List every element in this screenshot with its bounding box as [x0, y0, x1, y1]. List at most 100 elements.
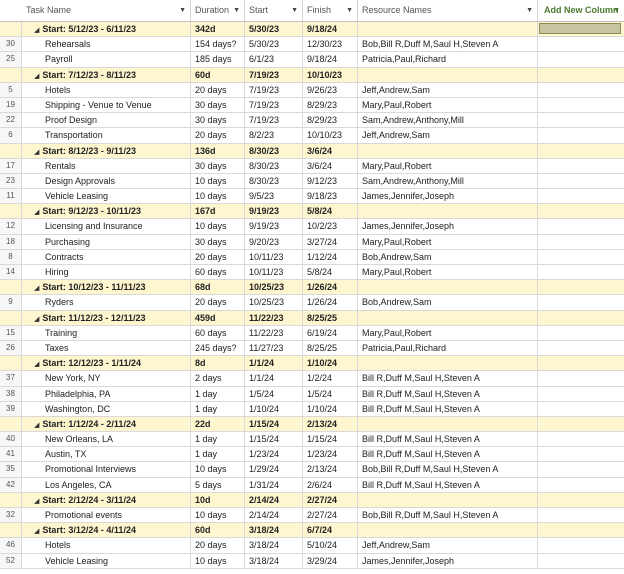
- add-new-column-cell[interactable]: [538, 326, 624, 340]
- start-cell[interactable]: 10/11/23: [245, 249, 303, 264]
- finish-cell[interactable]: 5/8/24: [303, 204, 358, 219]
- duration-cell[interactable]: 10 days: [191, 553, 245, 568]
- duration-cell[interactable]: 20 days: [191, 249, 245, 264]
- task-name-cell[interactable]: Rentals: [34, 158, 191, 173]
- add-new-column-cell[interactable]: [538, 250, 624, 264]
- group-title-cell[interactable]: ◢ Start: 3/12/24 - 4/11/24: [34, 523, 191, 538]
- task-name-cell[interactable]: Austin, TX: [34, 447, 191, 462]
- start-cell[interactable]: 8/30/23: [245, 173, 303, 189]
- resource-names-cell[interactable]: [358, 523, 538, 538]
- finish-cell[interactable]: 9/26/23: [303, 82, 358, 97]
- group-title-cell[interactable]: ◢ Start: 8/12/23 - 9/11/23: [34, 143, 191, 158]
- group-header-row[interactable]: ◢ Start: 5/12/23 - 6/11/23 342d 5/30/23 9/18…: [0, 22, 624, 38]
- duration-cell[interactable]: 60 days: [191, 265, 245, 280]
- finish-cell[interactable]: 1/15/24: [303, 432, 358, 447]
- resource-names-cell[interactable]: [358, 492, 538, 507]
- task-name-cell[interactable]: Shipping - Venue to Venue: [34, 97, 191, 113]
- add-new-column-cell[interactable]: [538, 356, 624, 370]
- duration-cell[interactable]: 1 day: [191, 386, 245, 401]
- duration-cell[interactable]: 2 days: [191, 371, 245, 386]
- start-cell[interactable]: 7/19/23: [245, 67, 303, 82]
- add-new-column-cell[interactable]: [538, 280, 624, 294]
- resource-names-cell[interactable]: [358, 143, 538, 158]
- add-new-column-cell[interactable]: [538, 235, 624, 249]
- group-header-row[interactable]: ◢ Start: 7/12/23 - 8/11/23 60d 7/19/23 10/10…: [0, 67, 624, 83]
- start-cell[interactable]: 1/23/24: [245, 447, 303, 462]
- collapse-triangle-icon[interactable]: ◢: [34, 421, 40, 429]
- duration-cell[interactable]: 245 days?: [191, 340, 245, 356]
- task-name-cell[interactable]: Design Approvals: [34, 173, 191, 189]
- add-new-column-cell[interactable]: [538, 387, 624, 401]
- column-header-duration[interactable]: Duration ▼: [191, 0, 245, 21]
- task-row[interactable]: 5 Hotels 20 days 7/19/23 9/26/23 Jeff,Andrew,…: [0, 82, 624, 98]
- task-row[interactable]: 8 Contracts 20 days 10/11/23 1/12/24 Bob,Andr…: [0, 249, 624, 265]
- finish-cell[interactable]: 8/25/25: [303, 310, 358, 325]
- finish-cell[interactable]: 3/6/24: [303, 143, 358, 158]
- duration-cell[interactable]: 20 days: [191, 82, 245, 97]
- duration-cell[interactable]: 10 days: [191, 462, 245, 477]
- chevron-down-icon[interactable]: ▼: [346, 7, 353, 14]
- column-header-add-new-column[interactable]: Add New Column ▼: [538, 0, 624, 21]
- finish-cell[interactable]: 9/18/23: [303, 189, 358, 204]
- task-name-cell[interactable]: Ryders: [34, 295, 191, 310]
- task-row[interactable]: 18 Purchasing 30 days 9/20/23 3/27/24 Mary,Pa…: [0, 234, 624, 250]
- resource-names-cell[interactable]: Bill R,Duff M,Saul H,Steven A: [358, 477, 538, 492]
- task-name-cell[interactable]: Los Angeles, CA: [34, 477, 191, 492]
- add-new-column-cell[interactable]: [538, 68, 624, 82]
- finish-cell[interactable]: 8/29/23: [303, 97, 358, 113]
- task-row[interactable]: 26 Taxes 245 days? 11/27/23 8/25/25 Patricia,…: [0, 340, 624, 357]
- start-cell[interactable]: 3/18/24: [245, 538, 303, 553]
- add-new-column-cell[interactable]: [538, 189, 624, 203]
- duration-cell[interactable]: 30 days: [191, 113, 245, 128]
- start-cell[interactable]: 9/19/23: [245, 219, 303, 234]
- collapse-triangle-icon[interactable]: ◢: [34, 72, 40, 80]
- start-cell[interactable]: 3/18/24: [245, 523, 303, 538]
- duration-cell[interactable]: 20 days: [191, 538, 245, 553]
- resource-names-cell[interactable]: James,Jennifer,Joseph: [358, 189, 538, 204]
- task-row[interactable]: 52 Vehicle Leasing 10 days 3/18/24 3/29/24 Ja…: [0, 553, 624, 569]
- duration-cell[interactable]: 185 days: [191, 52, 245, 67]
- duration-cell[interactable]: 167d: [191, 204, 245, 219]
- add-new-column-cell[interactable]: [538, 523, 624, 537]
- task-name-cell[interactable]: Vehicle Leasing: [34, 189, 191, 204]
- add-new-column-cell[interactable]: [538, 417, 624, 431]
- task-row[interactable]: 39 Washington, DC 1 day 1/10/24 1/10/24 Bill …: [0, 401, 624, 417]
- duration-cell[interactable]: 30 days: [191, 234, 245, 249]
- add-new-column-cell[interactable]: [538, 493, 624, 507]
- finish-cell[interactable]: 2/13/24: [303, 416, 358, 432]
- resource-names-cell[interactable]: Jeff,Andrew,Sam: [358, 128, 538, 143]
- task-row[interactable]: 30 Rehearsals 154 days? 5/30/23 12/30/23 Bob,…: [0, 37, 624, 53]
- chevron-down-icon[interactable]: ▼: [613, 7, 620, 14]
- duration-cell[interactable]: 22d: [191, 416, 245, 432]
- resource-names-cell[interactable]: Bill R,Duff M,Saul H,Steven A: [358, 432, 538, 447]
- resource-names-cell[interactable]: Patricia,Paul,Richard: [358, 52, 538, 67]
- duration-cell[interactable]: 1 day: [191, 401, 245, 416]
- finish-cell[interactable]: 1/10/24: [303, 356, 358, 371]
- chevron-down-icon[interactable]: ▼: [291, 7, 298, 14]
- start-cell[interactable]: 10/25/23: [245, 295, 303, 310]
- start-cell[interactable]: 1/10/24: [245, 401, 303, 416]
- start-cell[interactable]: 1/5/24: [245, 386, 303, 401]
- chevron-down-icon[interactable]: ▼: [526, 7, 533, 14]
- finish-cell[interactable]: 5/8/24: [303, 265, 358, 280]
- finish-cell[interactable]: 5/10/24: [303, 538, 358, 553]
- add-new-column-cell[interactable]: [538, 144, 624, 158]
- resource-names-cell[interactable]: Bill R,Duff M,Saul H,Steven A: [358, 371, 538, 386]
- duration-cell[interactable]: 60d: [191, 67, 245, 82]
- task-name-cell[interactable]: New York, NY: [34, 371, 191, 386]
- finish-cell[interactable]: 3/27/24: [303, 234, 358, 249]
- start-cell[interactable]: 7/19/23: [245, 82, 303, 97]
- start-cell[interactable]: 1/29/24: [245, 462, 303, 477]
- add-new-column-cell[interactable]: [538, 462, 624, 476]
- start-cell[interactable]: 5/30/23: [245, 37, 303, 52]
- task-row[interactable]: 12 Licensing and Insurance 10 days 9/19/23 1…: [0, 219, 624, 235]
- add-new-column-cell[interactable]: [538, 219, 624, 233]
- duration-cell[interactable]: 20 days: [191, 128, 245, 143]
- add-new-column-cell[interactable]: [538, 113, 624, 127]
- column-header-start[interactable]: Start ▼: [245, 0, 303, 21]
- task-row[interactable]: 14 Hiring 60 days 10/11/23 5/8/24 Mary,Paul,R…: [0, 265, 624, 281]
- finish-cell[interactable]: 3/6/24: [303, 158, 358, 173]
- group-title-cell[interactable]: ◢ Start: 5/12/23 - 6/11/23: [34, 22, 191, 37]
- task-row[interactable]: 19 Shipping - Venue to Venue 30 days 7/19/2…: [0, 97, 624, 114]
- task-row[interactable]: 9 Ryders 20 days 10/25/23 1/26/24 Bob,Andrew,…: [0, 295, 624, 311]
